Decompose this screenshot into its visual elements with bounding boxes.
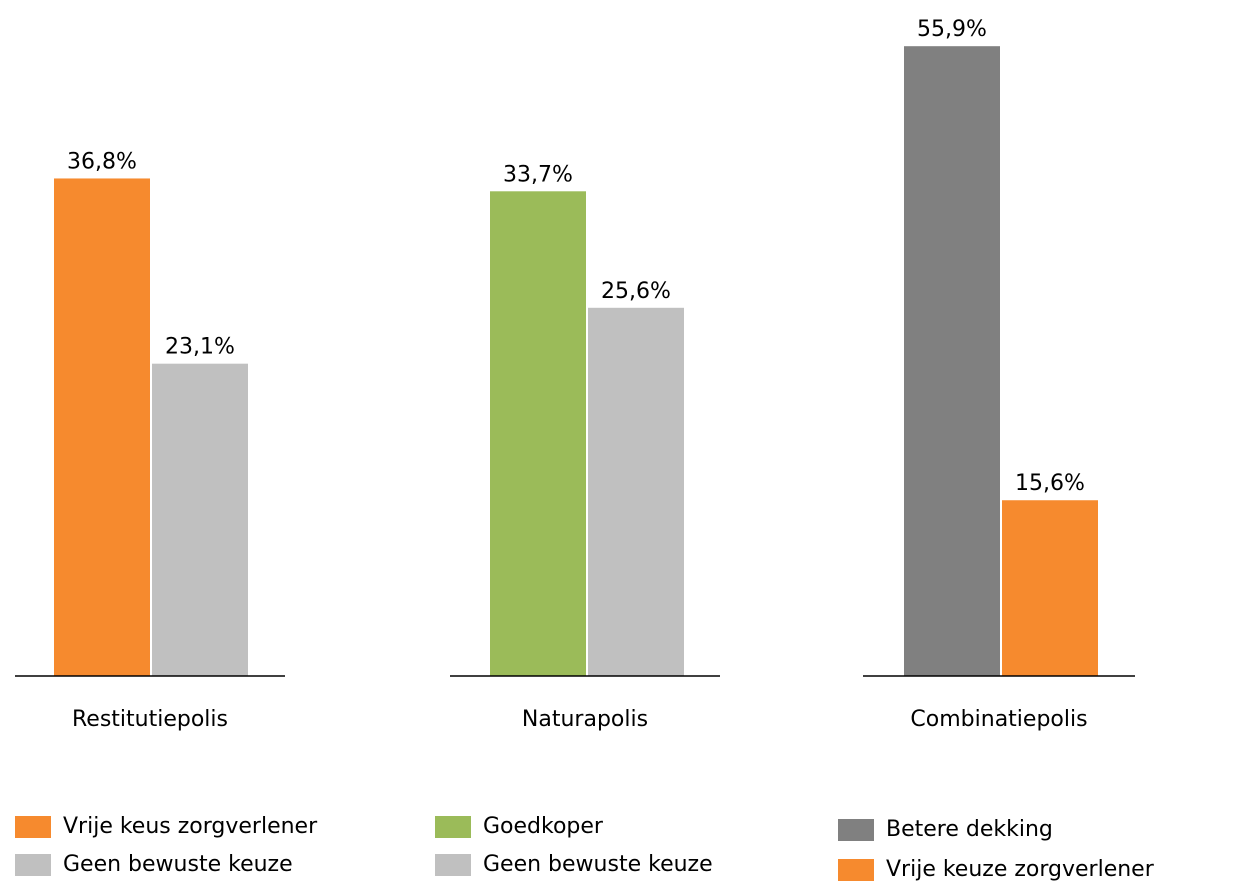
bar (1002, 500, 1098, 676)
bar (152, 363, 248, 676)
x-tick-label: Combinatiepolis (910, 707, 1087, 732)
legend-swatch (838, 859, 874, 881)
value-label: 23,1% (165, 335, 235, 360)
legend-swatch (435, 816, 471, 838)
bar (588, 307, 684, 676)
value-label: 25,6% (601, 279, 671, 304)
x-tick-label: Naturapolis (522, 707, 648, 732)
value-label: 33,7% (503, 162, 573, 187)
bar (54, 178, 150, 677)
x-tick-label: Restitutiepolis (72, 707, 228, 732)
bar (490, 191, 586, 676)
legend-swatch (15, 854, 51, 876)
value-label: 55,9% (917, 17, 987, 42)
legend-label: Goedkoper (483, 814, 604, 839)
legend-label: Geen bewuste keuze (483, 852, 713, 877)
legend-swatch (838, 819, 874, 841)
legend-label: Betere dekking (886, 817, 1053, 842)
legend-label: Vrije keuze zorgverlener (886, 857, 1155, 882)
legend-label: Geen bewuste keuze (63, 852, 293, 877)
value-label: 15,6% (1015, 471, 1085, 496)
bar (904, 46, 1000, 676)
legend-swatch (15, 816, 51, 838)
legend-label: Vrije keus zorgverlener (63, 814, 318, 839)
value-label: 36,8% (67, 149, 137, 174)
legend-swatch (435, 854, 471, 876)
